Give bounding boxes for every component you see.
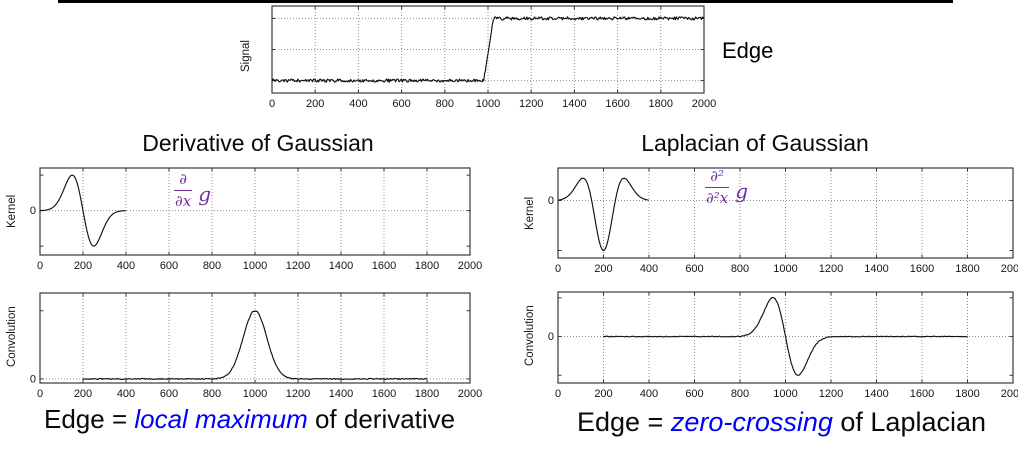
svg-text:0: 0: [37, 260, 43, 272]
caption-laplacian: Edge = zero-crossing of Laplacian: [577, 407, 986, 438]
svg-text:200: 200: [74, 388, 92, 400]
fraction: ∂² ∂²x: [701, 167, 733, 208]
caption-suffix: of derivative: [307, 404, 456, 434]
caption-prefix: Edge =: [577, 407, 671, 437]
svg-text:1000: 1000: [243, 260, 267, 272]
svg-text:1400: 1400: [329, 260, 353, 272]
svg-text:1800: 1800: [955, 263, 979, 275]
fraction-denominator: ∂x: [175, 191, 192, 210]
svg-text:1000: 1000: [773, 263, 797, 275]
svg-text:600: 600: [392, 98, 410, 110]
fraction-denominator: ∂²x: [706, 188, 729, 207]
laplacian-of-gaussian-title: Laplacian of Gaussian: [641, 130, 869, 156]
formula-operand: g: [198, 182, 212, 207]
svg-text:2000: 2000: [1001, 263, 1018, 275]
svg-text:1800: 1800: [415, 388, 439, 400]
svg-text:400: 400: [640, 388, 658, 400]
svg-text:2000: 2000: [458, 388, 482, 400]
svg-text:2000: 2000: [1001, 388, 1018, 400]
svg-text:1800: 1800: [415, 260, 439, 272]
fraction-numerator: ∂: [174, 170, 192, 191]
signal-axis-label: Signal: [240, 40, 252, 72]
svg-text:2000: 2000: [458, 260, 482, 272]
svg-text:0: 0: [548, 331, 554, 343]
svg-text:1800: 1800: [955, 388, 979, 400]
edge-label: Edge: [722, 38, 774, 63]
fraction-numerator: ∂²: [705, 167, 729, 188]
conv-log-axis-label: Convolution: [524, 305, 536, 366]
svg-text:200: 200: [306, 98, 324, 110]
caption-prefix: Edge =: [44, 404, 135, 434]
svg-text:600: 600: [160, 260, 178, 272]
svg-text:400: 400: [117, 260, 135, 272]
svg-text:1000: 1000: [243, 388, 267, 400]
svg-text:800: 800: [203, 260, 221, 272]
svg-text:1400: 1400: [864, 388, 888, 400]
fraction: ∂ ∂x: [170, 170, 196, 211]
svg-text:200: 200: [74, 260, 92, 272]
svg-text:1200: 1200: [519, 98, 543, 110]
svg-text:600: 600: [685, 388, 703, 400]
svg-text:400: 400: [640, 263, 658, 275]
dog-kernel-axis-label: Kernel: [6, 194, 18, 228]
svg-text:800: 800: [731, 263, 749, 275]
derivative-formula: ∂ ∂x g: [170, 170, 211, 211]
svg-text:0: 0: [555, 388, 561, 400]
derivative-of-gaussian-title: Derivative of Gaussian: [142, 130, 374, 156]
laplacian-formula: ∂² ∂²x g: [701, 167, 748, 208]
svg-text:1800: 1800: [649, 98, 673, 110]
svg-text:0: 0: [30, 205, 36, 217]
svg-text:800: 800: [203, 388, 221, 400]
svg-text:1600: 1600: [910, 263, 934, 275]
svg-text:1000: 1000: [476, 98, 500, 110]
caption-suffix: of Laplacian: [832, 407, 987, 437]
svg-text:1600: 1600: [910, 388, 934, 400]
svg-text:1600: 1600: [372, 260, 396, 272]
signal-plot: 0 200 400 600 800 1000 1200 1400 1600 1800 2000: [269, 5, 716, 110]
conv-log-plot: 0 200 400 600 800 1000 1200 1400 1600 1800 2000 0: [548, 291, 1018, 400]
log-kernel-axis-label: Kernel: [524, 196, 536, 230]
svg-text:1400: 1400: [864, 263, 888, 275]
svg-text:200: 200: [594, 388, 612, 400]
svg-text:400: 400: [349, 98, 367, 110]
svg-text:0: 0: [37, 388, 43, 400]
svg-text:1600: 1600: [372, 388, 396, 400]
svg-text:600: 600: [685, 263, 703, 275]
svg-text:1200: 1200: [819, 388, 843, 400]
svg-text:800: 800: [731, 388, 749, 400]
svg-text:1400: 1400: [562, 98, 586, 110]
dog-kernel-plot: 0 200 400 600 800 1000 1200 1400 1600 1800 2000 0: [30, 167, 482, 272]
svg-text:0: 0: [548, 195, 554, 207]
caption-highlight: zero-crossing: [670, 407, 833, 437]
svg-text:0: 0: [30, 373, 36, 385]
svg-text:600: 600: [160, 388, 178, 400]
svg-text:1200: 1200: [286, 260, 310, 272]
svg-text:1200: 1200: [286, 388, 310, 400]
svg-text:0: 0: [269, 98, 275, 110]
svg-text:1400: 1400: [329, 388, 353, 400]
caption-derivative: Edge = local maximum of derivative: [44, 404, 455, 435]
svg-text:1000: 1000: [773, 388, 797, 400]
svg-text:200: 200: [594, 263, 612, 275]
svg-text:2000: 2000: [692, 98, 716, 110]
svg-text:1200: 1200: [819, 263, 843, 275]
conv-dog-plot: 0 200 400 600 800 1000 1200 1400 1600 1800 2000 0: [30, 292, 482, 400]
caption-highlight: local maximum: [134, 404, 308, 434]
conv-dog-axis-label: Convolution: [6, 306, 18, 367]
svg-text:400: 400: [117, 388, 135, 400]
svg-text:0: 0: [555, 263, 561, 275]
svg-text:800: 800: [436, 98, 454, 110]
log-kernel-plot: 0 200 400 600 800 1000 1200 1400 1600 1800 2000 0: [548, 167, 1018, 275]
top-rule: [58, 0, 953, 3]
formula-operand: g: [735, 179, 749, 204]
svg-text:1600: 1600: [605, 98, 629, 110]
